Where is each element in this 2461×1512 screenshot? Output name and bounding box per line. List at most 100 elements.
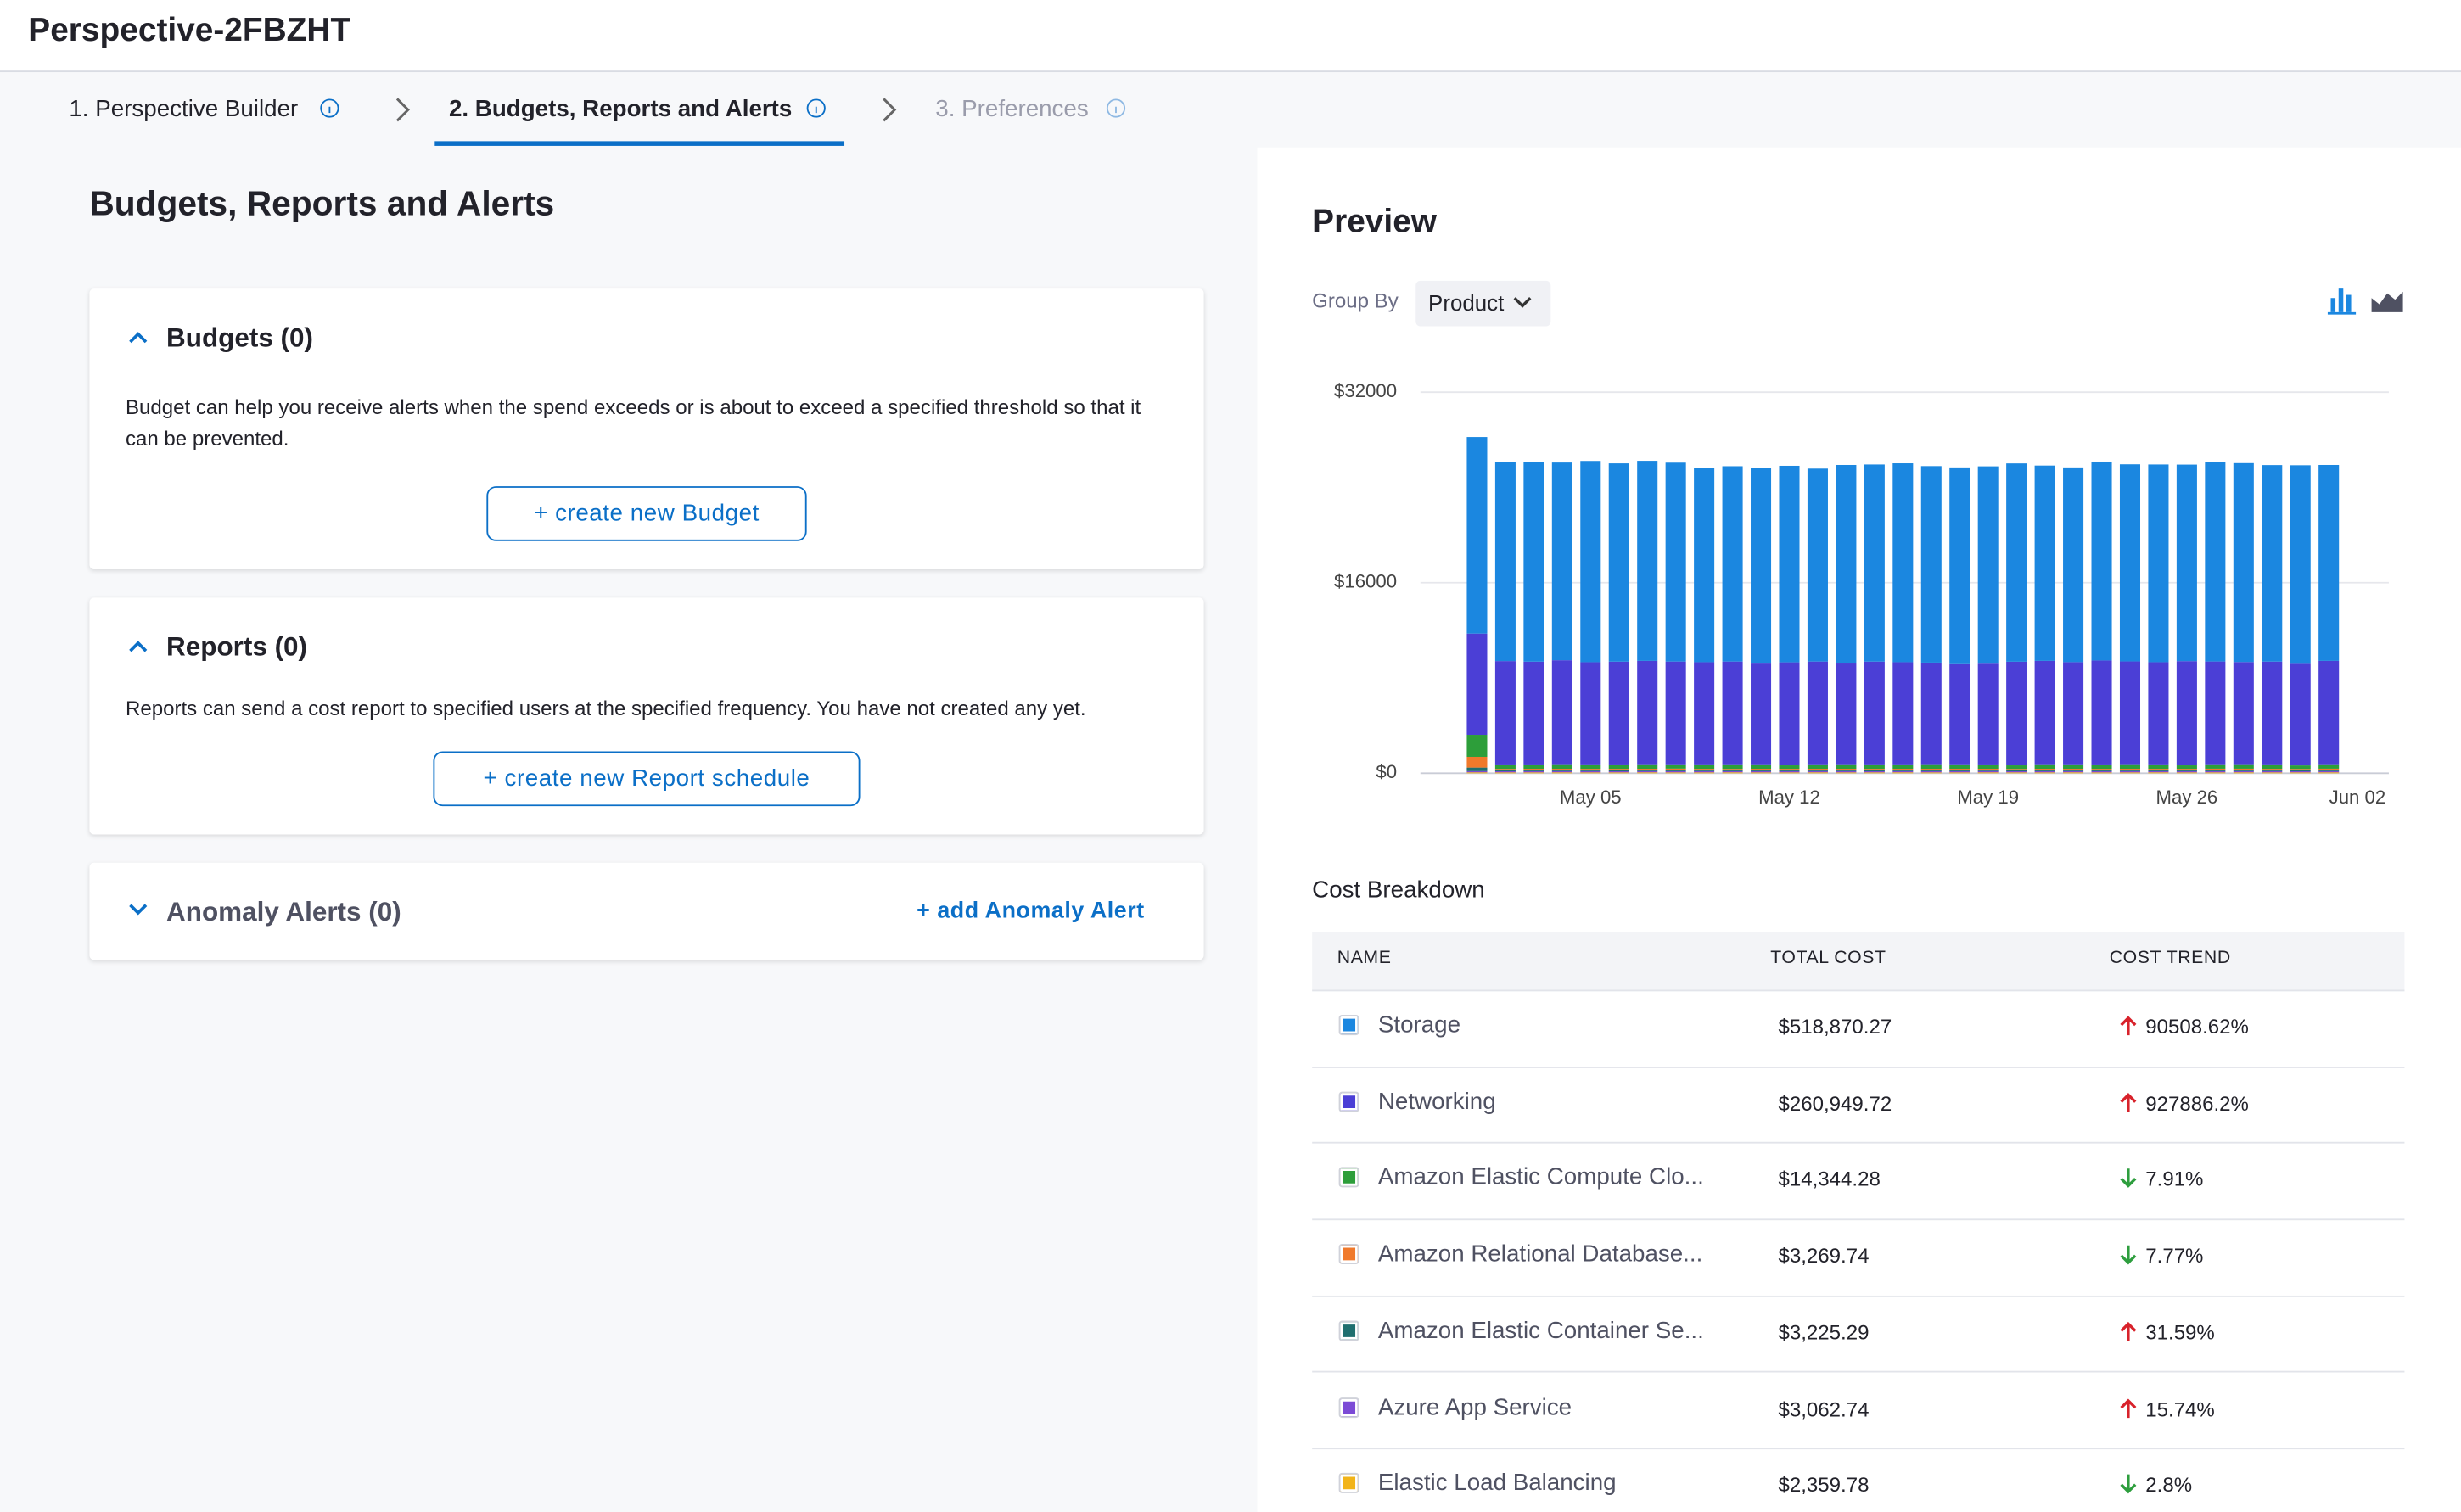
bar-segment xyxy=(2063,468,2083,663)
chart: $0$16000$32000May 05May 12May 19May 26Ju… xyxy=(0,0,2461,847)
bar-segment xyxy=(1921,765,1942,769)
bar-segment xyxy=(1495,770,1516,771)
bar-segment xyxy=(1466,772,1487,773)
bar-segment xyxy=(1666,771,1686,772)
bar-segment xyxy=(2205,771,2225,772)
bar-segment xyxy=(2290,772,2311,773)
bar-segment xyxy=(2120,772,2140,773)
row-cost: $14,344.28 xyxy=(1778,1168,1880,1191)
bar-segment xyxy=(1637,461,1657,661)
y-tick-label: $16000 xyxy=(1334,571,1397,592)
bar-segment xyxy=(2262,769,2282,770)
bar-segment xyxy=(1637,661,1657,765)
bar-segment xyxy=(2092,769,2112,770)
bar-segment xyxy=(1495,769,1516,770)
bar-segment xyxy=(1892,769,1913,770)
trend-up-icon xyxy=(2119,1397,2138,1419)
row-cost: $2,359.78 xyxy=(1778,1473,1869,1497)
bar-segment xyxy=(1609,765,1629,769)
bar-segment xyxy=(2006,765,2027,769)
bar-segment xyxy=(1836,772,1856,773)
bar-segment xyxy=(2205,769,2225,770)
bar-segment xyxy=(1552,462,1572,660)
bar-segment xyxy=(2318,765,2339,769)
color-swatch xyxy=(1339,1320,1359,1341)
bar-segment xyxy=(2148,770,2168,771)
bar-segment xyxy=(2290,465,2311,663)
bar-segment xyxy=(2262,765,2282,769)
bar-segment xyxy=(1864,765,1885,769)
bar-segment xyxy=(1779,466,1799,663)
bar-segment xyxy=(2120,464,2140,661)
y-tick-label: $32000 xyxy=(1334,380,1397,401)
row-name: Azure App Service xyxy=(1378,1393,1572,1420)
bar-segment xyxy=(1949,771,1970,772)
bar-segment xyxy=(2290,769,2311,770)
bar-segment xyxy=(1666,772,1686,773)
bar-segment xyxy=(1637,765,1657,769)
bar-segment xyxy=(1723,466,1743,661)
bar-segment xyxy=(1751,663,1771,765)
bar-segment xyxy=(1864,464,1885,661)
bar-segment xyxy=(1949,468,1970,664)
row-trend: 7.91% xyxy=(2145,1168,2203,1191)
bar-segment xyxy=(1892,772,1913,773)
bar-segment xyxy=(2148,769,2168,770)
color-swatch xyxy=(1339,1397,1359,1417)
bar-segment xyxy=(2092,462,2112,660)
bar-segment xyxy=(2234,769,2254,770)
bar-segment xyxy=(1921,772,1942,773)
bar-segment xyxy=(1978,772,1999,773)
bar-segment xyxy=(2234,463,2254,662)
bar-segment xyxy=(2120,771,2140,772)
bar-segment xyxy=(1609,770,1629,771)
x-tick-label: May 05 xyxy=(1560,787,1622,808)
bar-segment xyxy=(1808,765,1828,769)
bar-segment xyxy=(2006,771,2027,772)
bar-segment xyxy=(2262,772,2282,773)
bar-segment xyxy=(1523,765,1544,769)
bar-segment xyxy=(1864,769,1885,770)
bar-segment xyxy=(1864,662,1885,765)
bar-segment xyxy=(1779,663,1799,765)
bar-segment xyxy=(2205,772,2225,773)
bar-segment xyxy=(1949,769,1970,770)
bar-segment xyxy=(1836,769,1856,770)
color-swatch xyxy=(1339,1091,1359,1112)
bar-segment xyxy=(2290,771,2311,772)
bar-segment xyxy=(1694,772,1714,773)
bar-segment xyxy=(2006,662,2027,765)
bar-segment xyxy=(1836,765,1856,769)
bar-segment xyxy=(2177,769,2197,770)
table-title: Cost Breakdown xyxy=(1312,876,1485,903)
x-tick-label: May 26 xyxy=(2156,787,2218,808)
bar-segment xyxy=(2148,771,2168,772)
bar-segment xyxy=(2120,769,2140,770)
color-swatch xyxy=(1339,1244,1359,1264)
bar-segment xyxy=(1921,663,1942,765)
bar-segment xyxy=(2092,771,2112,772)
expand-icon[interactable] xyxy=(127,900,149,919)
row-cost: $3,225.29 xyxy=(1778,1320,1869,1344)
bar-segment xyxy=(1609,662,1629,765)
row-trend: 31.59% xyxy=(2145,1320,2215,1344)
bar-segment xyxy=(1751,772,1771,773)
bar-segment xyxy=(1609,771,1629,772)
bar-segment xyxy=(2035,769,2055,770)
bar-segment xyxy=(2262,662,2282,765)
bar-segment xyxy=(1466,768,1487,771)
column-header: TOTAL COST xyxy=(1770,949,1886,967)
bar-segment xyxy=(1694,769,1714,770)
add-anomaly-link[interactable]: + add Anomaly Alert xyxy=(917,899,1145,924)
bar-segment xyxy=(1864,770,1885,771)
bar-segment xyxy=(2006,769,2027,770)
bar-segment xyxy=(1523,772,1544,773)
bar-segment xyxy=(1892,662,1913,764)
bar-segment xyxy=(1466,437,1487,634)
bar-segment xyxy=(1836,771,1856,772)
bar-segment xyxy=(1921,466,1942,663)
y-tick-label: $0 xyxy=(1376,761,1397,782)
bar-segment xyxy=(1466,771,1487,772)
bar-segment xyxy=(2205,765,2225,769)
bar-segment xyxy=(1495,661,1516,765)
